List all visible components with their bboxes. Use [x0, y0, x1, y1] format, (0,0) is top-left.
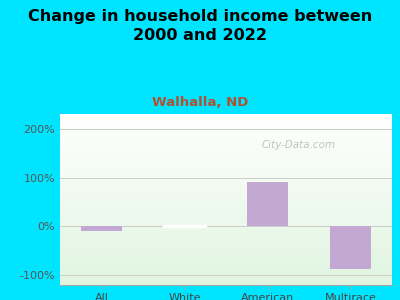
- Text: Change in household income between
2000 and 2022: Change in household income between 2000 …: [28, 9, 372, 43]
- Bar: [81, 226, 122, 231]
- Text: City-Data.com: City-Data.com: [262, 140, 336, 150]
- Text: Walhalla, ND: Walhalla, ND: [152, 96, 248, 109]
- Bar: [330, 226, 371, 269]
- Bar: [247, 182, 288, 226]
